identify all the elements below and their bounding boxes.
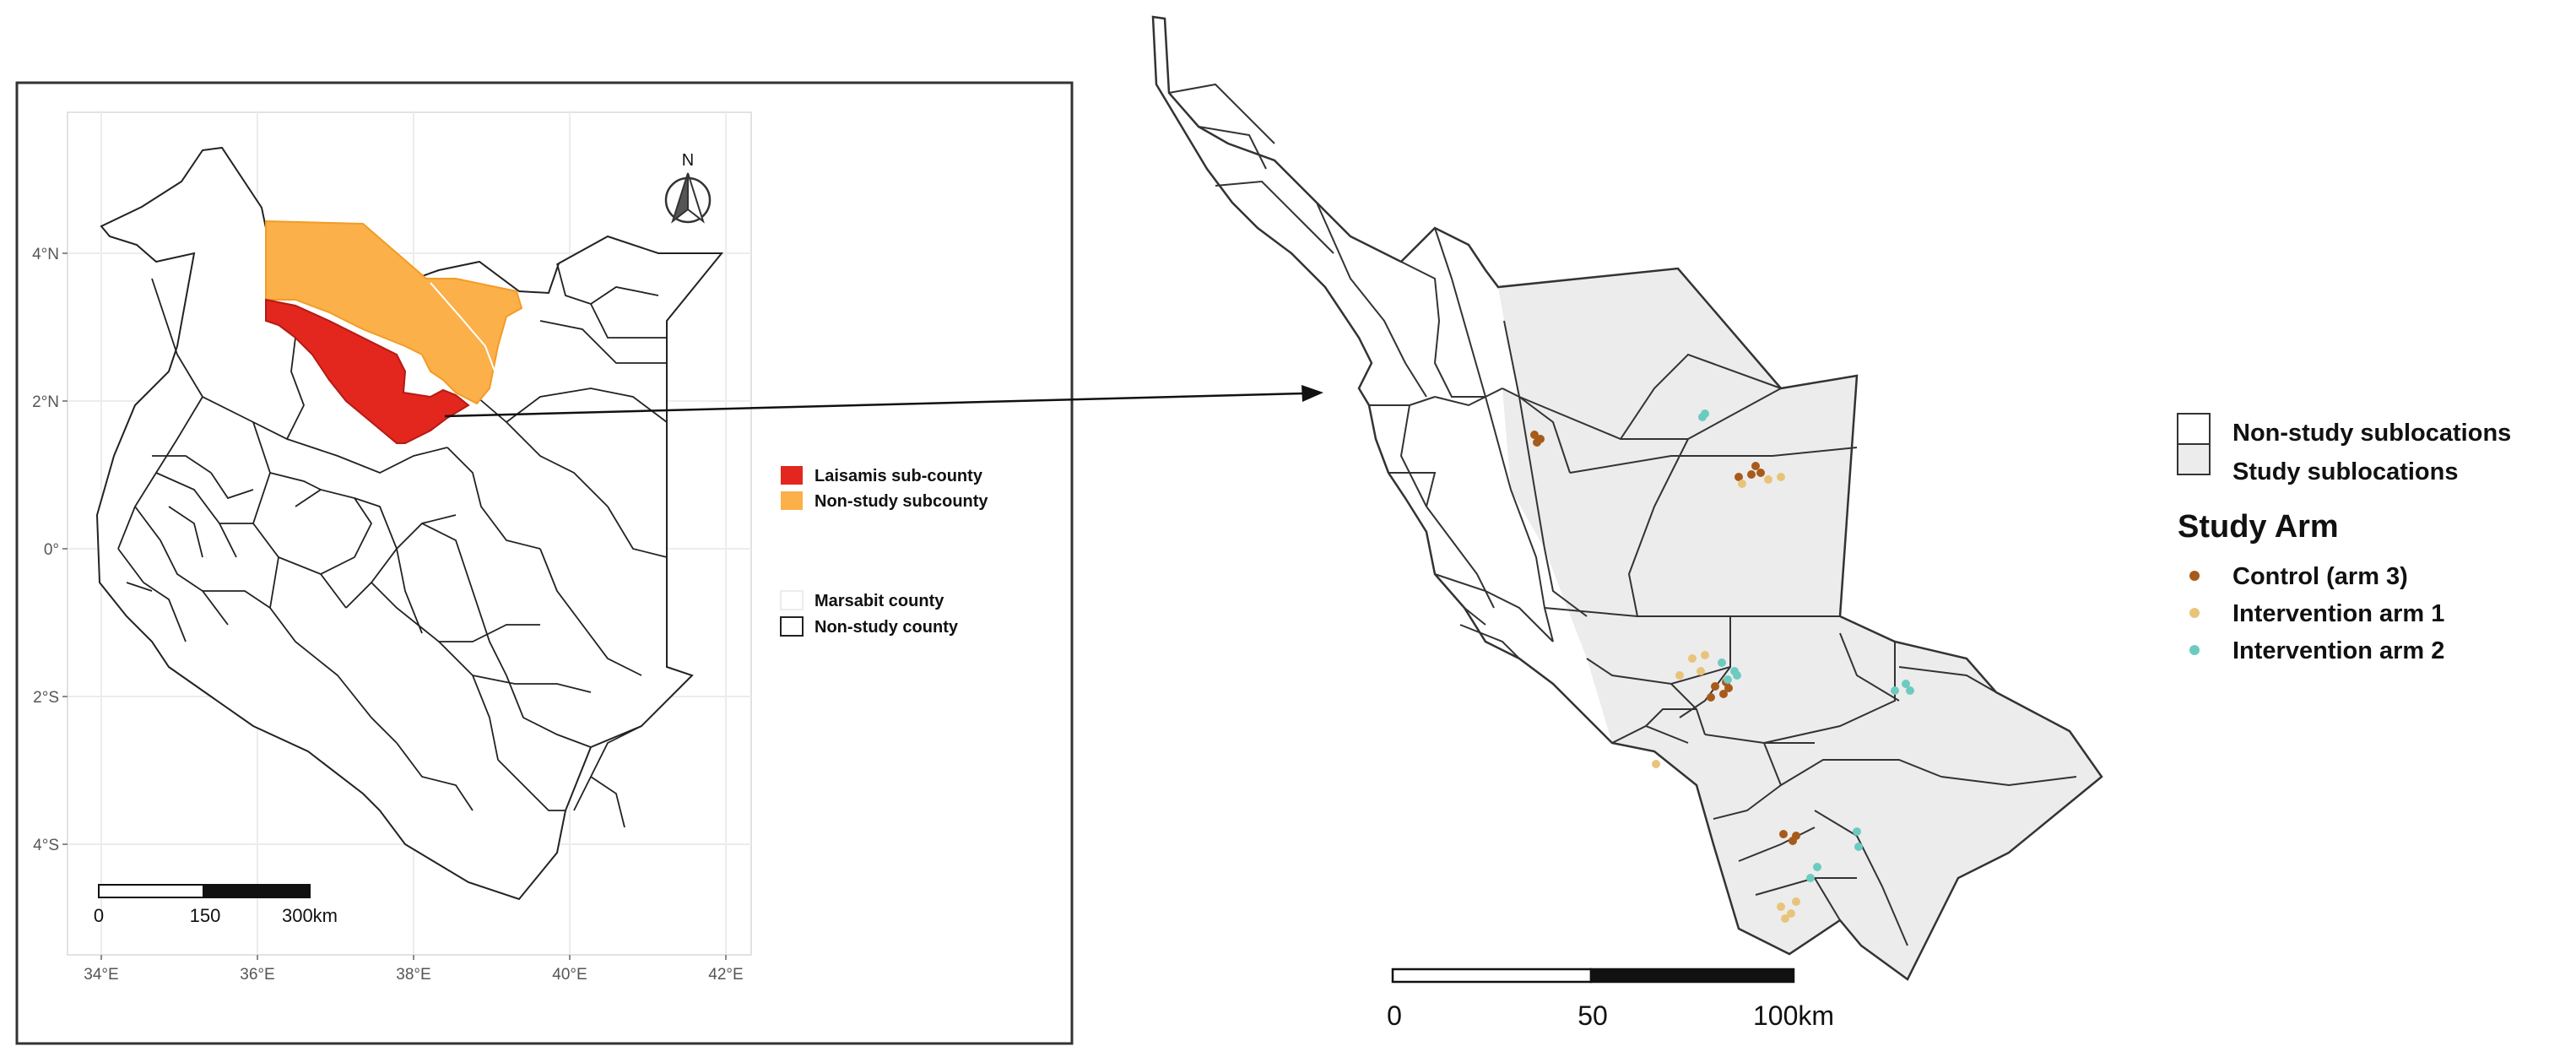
north-label: N xyxy=(682,151,694,170)
points-intervention-arm-1 xyxy=(1652,473,1800,923)
legend-swatch-marsabit xyxy=(780,590,804,610)
inset-scale-label: 150 xyxy=(190,905,221,926)
legend-dot-control xyxy=(2189,571,2200,581)
inset-scale-label: 300km xyxy=(282,905,338,926)
inset-lon-ticks xyxy=(100,955,727,960)
points-intervention-arm-2 xyxy=(1698,409,1914,882)
legend-label: Non-study sublocations xyxy=(2232,420,2511,447)
points-control-arm-3 xyxy=(1530,431,1800,845)
legend-label: Non-study subcounty xyxy=(814,492,988,511)
legend-label: Intervention arm 1 xyxy=(2232,600,2444,627)
non-study-subcounty xyxy=(265,220,523,405)
legend-title: Study Arm xyxy=(2178,509,2339,545)
county-boundaries xyxy=(117,263,668,828)
legend-dot-intervention-1 xyxy=(2189,608,2200,618)
main-map: 0 50 100km Non-study sublocations Study … xyxy=(1151,15,2511,1031)
legend-label: Intervention arm 2 xyxy=(2232,637,2444,664)
legend-swatch-study-sublocations xyxy=(2177,443,2211,475)
inset-map: N 4°N 2°N 0° 2°S 4°S 34°E 36°E 38°E 40°E… xyxy=(15,81,1074,1045)
legend-label: Control (arm 3) xyxy=(2232,563,2408,590)
inset-scale-label: 0 xyxy=(94,905,104,926)
legend-swatch-non-study-subcounty xyxy=(781,491,803,510)
lon-tick-label: 38°E xyxy=(396,966,430,984)
inset-lat-ticks xyxy=(62,252,68,845)
main-scale-bar xyxy=(1391,968,1795,984)
main-legend: Non-study sublocations Study sublocation… xyxy=(2177,413,2511,664)
main-scale-label: 0 xyxy=(1387,1000,1402,1031)
lat-tick-label: 0° xyxy=(44,541,59,559)
kenya-outline xyxy=(95,146,724,901)
marsabit-outline xyxy=(1151,15,2103,981)
legend-label: Laisamis sub-county xyxy=(814,467,983,485)
non-study-subcounty-divider xyxy=(430,282,499,381)
connector-arrow xyxy=(444,385,1323,418)
lon-tick-label: 40°E xyxy=(552,966,587,984)
inset-scale-bar xyxy=(98,884,311,898)
lat-tick-label: 4°S xyxy=(33,837,59,854)
legend-dot-intervention-2 xyxy=(2189,645,2200,655)
main-scale-label: 50 xyxy=(1578,1000,1608,1031)
legend-swatch-non-study-county xyxy=(780,616,804,637)
study-area xyxy=(1498,268,2102,979)
laisamis-subcounty xyxy=(265,298,470,444)
lat-tick-label: 4°N xyxy=(32,246,59,263)
lon-tick-label: 42°E xyxy=(708,966,743,984)
lat-tick-label: 2°N xyxy=(32,393,59,411)
inset-legend: Laisamis sub-county Non-study subcounty … xyxy=(780,466,988,637)
legend-swatch-laisamis xyxy=(781,466,803,485)
main-scale-label: 100km xyxy=(1753,1000,1834,1031)
sublocation-boundaries xyxy=(1168,83,2077,946)
legend-swatch-non-study-sublocations xyxy=(2177,413,2211,445)
legend-label: Non-study county xyxy=(814,618,959,637)
lon-tick-label: 34°E xyxy=(84,966,118,984)
lat-tick-label: 2°S xyxy=(33,689,59,707)
legend-label: Marsabit county xyxy=(814,592,944,610)
north-arrow: N xyxy=(664,151,712,224)
legend-label: Study sublocations xyxy=(2232,458,2458,485)
lon-tick-label: 36°E xyxy=(240,966,274,984)
